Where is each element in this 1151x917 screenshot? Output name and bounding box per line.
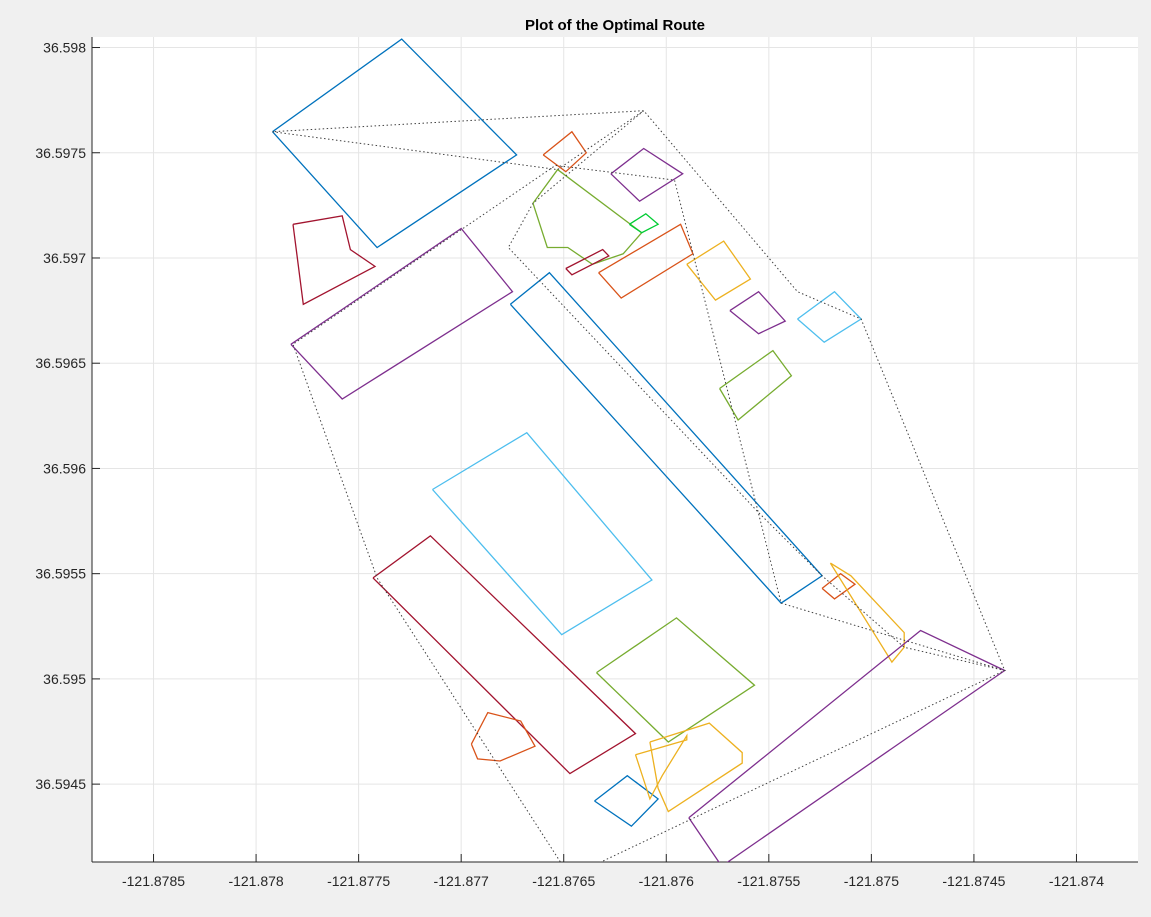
y-tick-label: 36.598: [43, 40, 86, 56]
y-tick-label: 36.5945: [35, 776, 86, 792]
x-tick-label: -121.8745: [942, 873, 1005, 889]
obstacle-polygon: [634, 733, 688, 801]
y-tick-label: 36.5955: [35, 566, 86, 582]
x-tick-label: -121.8785: [122, 873, 185, 889]
axes: [91, 37, 1138, 863]
obstacle-polygon: [596, 617, 756, 743]
obstacle-polygon: [821, 572, 857, 600]
obstacle-polygon: [629, 212, 660, 234]
y-tick-label: 36.597: [43, 250, 86, 266]
axes-background[interactable]: [92, 37, 1138, 862]
y-tick-label: 36.596: [43, 460, 86, 476]
obstacle-polygon: [432, 431, 653, 636]
x-tick-label: -121.8775: [327, 873, 390, 889]
x-tick-label: -121.875: [844, 873, 899, 889]
x-tick-label: -121.8765: [532, 873, 595, 889]
x-tick-label: -121.878: [228, 873, 283, 889]
obstacle-polygon: [290, 227, 514, 400]
x-tick-label: -121.876: [639, 873, 694, 889]
y-tick-label: 36.595: [43, 671, 86, 687]
obstacle-polygon: [649, 722, 743, 813]
obstacle-polygon: [532, 168, 643, 266]
obstacle-polygon: [598, 223, 694, 299]
obstacle-polygon: [594, 774, 660, 828]
tick-labels: -121.8785 -121.878 -121.8775 -121.877 -121.8…: [35, 40, 1104, 889]
obstacle-polygon: [565, 248, 610, 276]
grid: [92, 37, 1138, 862]
route-layer: [272, 110, 1007, 862]
y-tick-label: 36.5975: [35, 145, 86, 161]
obstacle-polygon: [729, 290, 787, 335]
x-tick-label: -121.874: [1049, 873, 1104, 889]
route-line: [272, 110, 1007, 862]
y-tick-label: 36.5965: [35, 355, 86, 371]
obstacle-polygon: [272, 38, 518, 249]
chart-title: Plot of the Optimal Route: [525, 17, 705, 34]
obstacle-polygon: [542, 130, 588, 173]
obstacle-polygon: [292, 215, 377, 306]
x-tick-label: -121.877: [434, 873, 489, 889]
obstacle-polygon: [686, 240, 752, 301]
obstacle-polygon: [372, 534, 637, 775]
x-tick-label: -121.8755: [737, 873, 800, 889]
obstacle-polygon: [610, 147, 684, 203]
obstacle-polygon: [470, 711, 536, 762]
